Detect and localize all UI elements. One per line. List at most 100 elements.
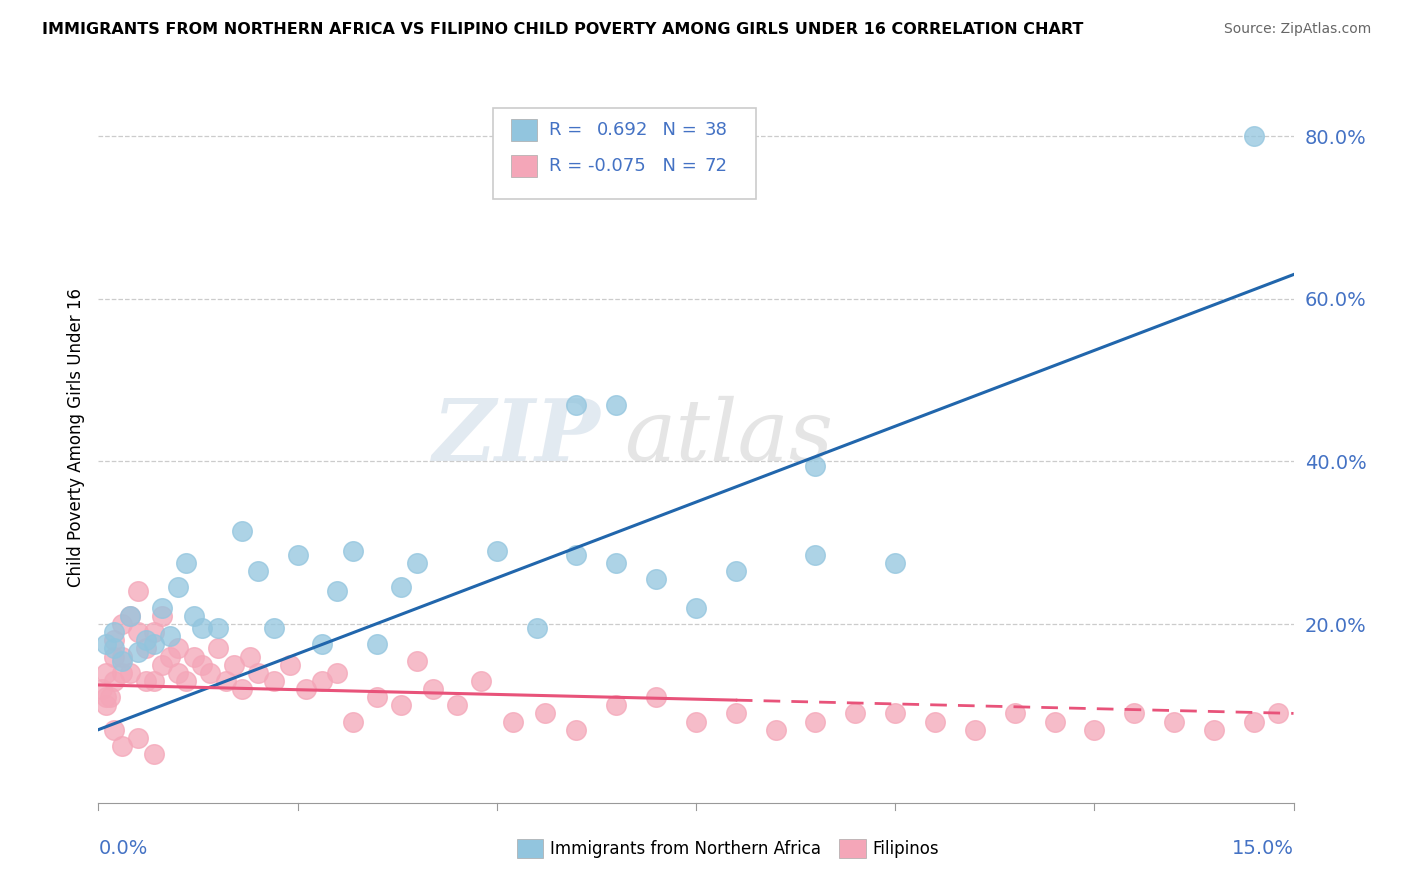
Point xyxy=(246,564,269,578)
Point xyxy=(533,706,555,721)
Point xyxy=(143,673,166,688)
Point xyxy=(924,714,946,729)
Y-axis label: Child Poverty Among Girls Under 16: Child Poverty Among Girls Under 16 xyxy=(66,287,84,587)
Point xyxy=(605,398,627,412)
Text: Source: ZipAtlas.com: Source: ZipAtlas.com xyxy=(1223,22,1371,37)
Point xyxy=(127,625,149,640)
Point xyxy=(120,608,142,623)
Point xyxy=(127,584,149,599)
Point xyxy=(844,706,866,721)
Point xyxy=(167,665,190,680)
Point xyxy=(287,548,309,562)
Point xyxy=(342,714,364,729)
Point xyxy=(191,657,214,672)
Point xyxy=(685,600,707,615)
Point xyxy=(406,556,429,570)
Point xyxy=(685,714,707,729)
Point xyxy=(111,739,134,753)
Text: 0.692: 0.692 xyxy=(596,121,648,139)
Point xyxy=(167,581,190,595)
Point xyxy=(1243,714,1265,729)
Point xyxy=(1202,723,1225,737)
Point xyxy=(120,608,142,623)
Point xyxy=(127,645,149,659)
Point xyxy=(502,714,524,729)
Point xyxy=(422,681,444,696)
Bar xyxy=(510,155,537,178)
Point xyxy=(1267,706,1289,721)
Point xyxy=(198,665,221,680)
Point xyxy=(565,398,588,412)
Point xyxy=(1083,723,1105,737)
Point xyxy=(150,608,173,623)
Point xyxy=(366,690,388,705)
Text: N =: N = xyxy=(651,158,702,176)
Point xyxy=(103,673,125,688)
Text: 15.0%: 15.0% xyxy=(1232,839,1294,858)
Point xyxy=(91,681,114,696)
Point xyxy=(311,673,333,688)
Point xyxy=(183,649,205,664)
Point xyxy=(143,625,166,640)
Point xyxy=(294,681,316,696)
Point xyxy=(526,621,548,635)
Point xyxy=(406,654,429,668)
Point xyxy=(645,690,668,705)
Point xyxy=(96,665,118,680)
Point xyxy=(159,629,181,643)
Text: Immigrants from Northern Africa: Immigrants from Northern Africa xyxy=(550,840,821,858)
Point xyxy=(326,584,349,599)
Point xyxy=(1123,706,1146,721)
Point xyxy=(246,665,269,680)
Text: atlas: atlas xyxy=(624,396,834,478)
Point xyxy=(96,698,118,713)
Point xyxy=(207,621,229,635)
Point xyxy=(174,673,197,688)
Point xyxy=(605,698,627,713)
Point xyxy=(565,723,588,737)
Text: R = -0.075: R = -0.075 xyxy=(548,158,645,176)
Point xyxy=(263,621,285,635)
Point xyxy=(470,673,492,688)
Bar xyxy=(510,119,537,141)
Bar xyxy=(517,839,543,858)
Point xyxy=(1163,714,1185,729)
Point xyxy=(111,654,134,668)
Point xyxy=(135,641,157,656)
Point xyxy=(884,706,907,721)
Point xyxy=(120,665,142,680)
Point xyxy=(127,731,149,745)
Point xyxy=(326,665,349,680)
Point xyxy=(111,617,134,632)
Text: 72: 72 xyxy=(704,158,727,176)
Point xyxy=(103,633,125,648)
Text: IMMIGRANTS FROM NORTHERN AFRICA VS FILIPINO CHILD POVERTY AMONG GIRLS UNDER 16 C: IMMIGRANTS FROM NORTHERN AFRICA VS FILIP… xyxy=(42,22,1084,37)
Point xyxy=(804,548,827,562)
Point xyxy=(191,621,214,635)
Point xyxy=(485,544,508,558)
Point xyxy=(135,633,157,648)
Point xyxy=(207,641,229,656)
Point xyxy=(103,649,125,664)
Point xyxy=(389,698,412,713)
FancyBboxPatch shape xyxy=(494,108,756,200)
Point xyxy=(605,556,627,570)
Point xyxy=(96,690,118,705)
Point xyxy=(342,544,364,558)
Point xyxy=(103,723,125,737)
Point xyxy=(804,458,827,473)
Point xyxy=(215,673,238,688)
Point xyxy=(1043,714,1066,729)
Point xyxy=(167,641,190,656)
Point xyxy=(143,637,166,651)
Point xyxy=(311,637,333,651)
Point xyxy=(103,625,125,640)
Point xyxy=(135,673,157,688)
Point xyxy=(111,649,134,664)
Point xyxy=(103,641,125,656)
Point xyxy=(645,572,668,586)
Point xyxy=(963,723,986,737)
Point xyxy=(446,698,468,713)
Text: R =: R = xyxy=(548,121,593,139)
Point xyxy=(765,723,787,737)
